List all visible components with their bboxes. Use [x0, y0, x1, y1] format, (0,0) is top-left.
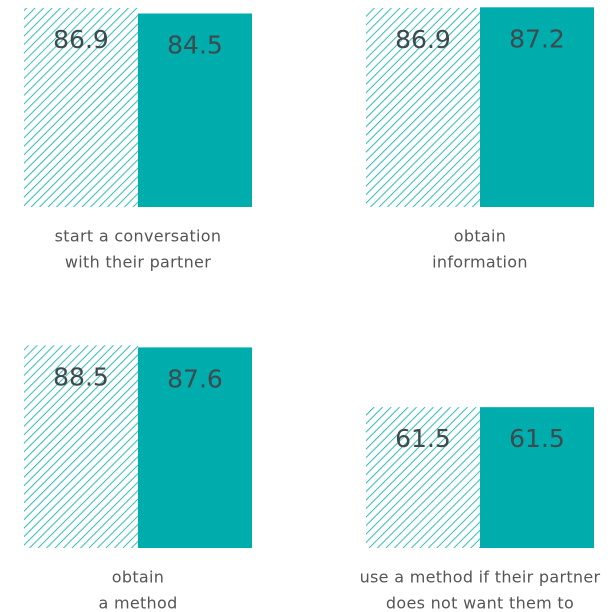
panel-label: obtain: [112, 568, 164, 587]
panel-label: a method: [98, 594, 177, 612]
bar: [138, 347, 252, 548]
bar: [366, 7, 480, 208]
bar: [24, 7, 138, 208]
value-label: 87.6: [167, 364, 223, 393]
panel-label: with their partner: [65, 253, 211, 272]
value-label: 86.9: [395, 25, 451, 54]
bar: [366, 407, 480, 548]
value-label: 84.5: [167, 30, 223, 59]
panel-label: start a conversation: [55, 227, 222, 246]
panel-label: use a method if their partner: [360, 568, 601, 587]
value-label: 87.2: [509, 24, 565, 53]
value-label: 86.9: [53, 25, 109, 54]
bar: [480, 407, 594, 548]
bar: [138, 13, 252, 208]
panel-label: obtain: [454, 227, 506, 246]
value-label: 61.5: [509, 424, 565, 453]
value-label: 61.5: [395, 424, 451, 453]
panel-label: information: [432, 253, 528, 272]
bar: [24, 345, 138, 548]
value-label: 88.5: [53, 362, 109, 391]
panel-label: does not want them to: [386, 594, 574, 612]
bar: [480, 7, 594, 208]
